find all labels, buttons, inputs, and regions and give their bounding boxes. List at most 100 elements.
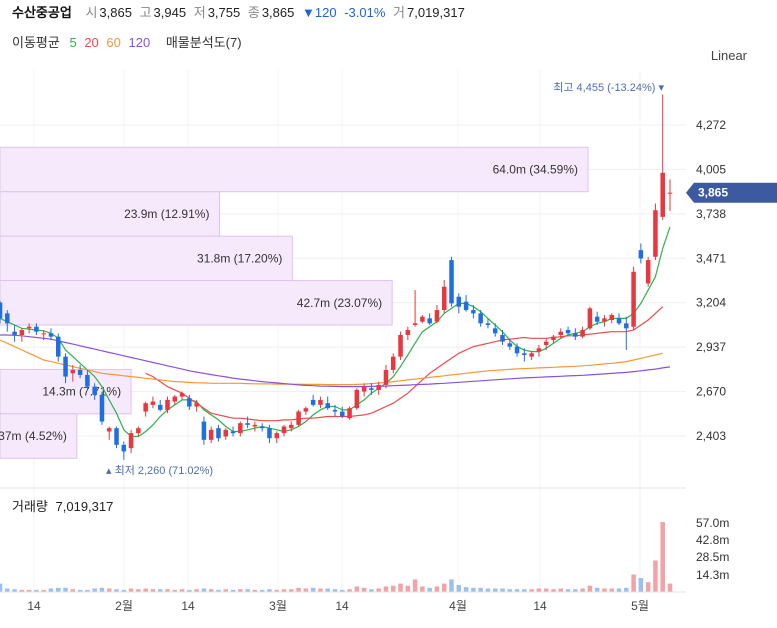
candle [230,426,236,437]
volume-bar [638,578,644,592]
candle [507,338,513,350]
volume-bar [303,588,309,592]
volume-bar [201,588,207,592]
quote-header: 수산중공업 시 3,865 고 3,945 저 3,755 종 3,865 ▼120 -… [12,2,469,20]
x-tick-label: 14 [533,599,547,613]
candle [529,351,534,360]
x-tick-label: 3월 [269,599,287,613]
candle [48,328,54,340]
ma60-label: 60 [106,35,121,50]
candle [631,266,636,331]
volume-bar [26,589,32,592]
candle [34,323,39,335]
volume-bar [441,583,447,592]
volume-bar [92,588,97,592]
volume-bar [325,588,330,592]
candle [165,396,170,414]
candle [332,404,338,417]
volume-profile-label: 23.9m (12.91%) [124,207,209,221]
change-value: 120 [314,5,337,20]
candle-body [165,399,170,410]
candle [310,394,316,407]
volume-bar [267,589,272,592]
volume-bar [361,587,367,592]
volume-bar [230,589,236,592]
candle [376,381,381,395]
candle-body [143,403,148,412]
candle [26,323,32,334]
candle [106,426,112,440]
candle [216,424,221,442]
candle-body [369,388,374,390]
volume-bar [522,589,527,592]
candle [289,421,294,432]
candle-body [376,384,381,390]
candle-body [179,393,185,397]
volume-bar [0,583,3,592]
candle [99,391,105,425]
candle [456,293,462,314]
candle-body [565,330,571,334]
volume-bar [310,587,316,592]
candle-body [347,408,352,419]
candle [70,364,76,382]
volume-bar [245,589,250,592]
candle-body [63,356,68,377]
candle [594,311,600,326]
volume-bar [536,588,542,592]
open-value: 3,865 [99,5,132,20]
candle [318,396,323,409]
candle [398,331,403,360]
candle-body [427,318,432,324]
candle [536,344,542,357]
candle [449,256,454,307]
candle-body [587,308,593,329]
candle [187,394,192,410]
volume-profile-label[interactable]: 매물분석도(7) [165,35,242,50]
candle-body [420,316,425,322]
candle-body [0,302,3,319]
candle-body [449,260,454,304]
scale-toggle-button[interactable]: Linear [710,48,747,63]
candle-body [624,323,629,329]
candle-body [289,424,294,429]
volume-bar [383,586,389,592]
candle-body [201,421,207,440]
candle-body [106,428,112,432]
candle-body [19,330,25,335]
candle [12,325,17,342]
candle [56,333,61,362]
candle-body [398,334,403,357]
candle-body [252,424,258,427]
candle [522,348,527,362]
volume-bar [340,589,345,592]
ma60-line [0,339,663,386]
volume-bar [223,589,229,592]
volume-bar [376,588,381,592]
volume-bar [485,588,491,592]
candle-body [303,408,309,412]
volume-profile-bar [0,191,220,237]
candle-body [434,310,440,322]
candle [208,426,214,444]
candle [179,391,185,400]
volume-bar [412,579,418,592]
current-price-label: 3,865 [698,186,728,200]
candle [369,383,374,395]
volume-bar [391,585,396,592]
candle [624,316,629,350]
moving-average-legend[interactable]: 이동평균 5 20 60 120 매물분석도(7) [12,32,246,51]
volume-profile-bar [0,280,393,326]
volume-bar [143,588,148,592]
volume-bar [99,587,105,592]
volume-bar [150,589,156,592]
price-tick-label: 2,403 [696,429,726,443]
volume-bar [128,588,134,592]
volume-bar [12,589,17,592]
candle [667,179,673,212]
candle [19,328,25,342]
candle [609,313,614,324]
candle-body [230,431,236,434]
volume-profile-bar [0,235,293,282]
